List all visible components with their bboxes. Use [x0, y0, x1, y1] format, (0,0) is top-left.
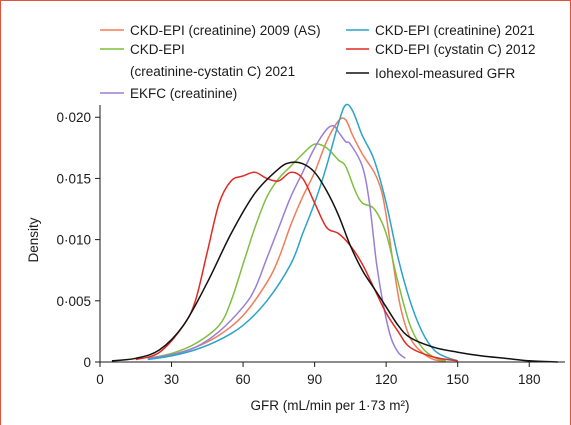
series-line-ckd-epi-creatinine-cystatin-2021 — [147, 143, 446, 362]
legend-label-ekfc-creatinine: EKFC (creatinine) — [130, 86, 237, 101]
x-tick-label: 30 — [164, 372, 179, 387]
x-axis-title: GFR (mL/min per 1·73 m²) — [250, 398, 409, 413]
y-axis-title: Density — [26, 217, 41, 262]
y-tick-label: 0 — [83, 355, 91, 370]
legend-label-ckd-epi-cystatin-2012: CKD-EPI (cystatin C) 2012 — [375, 42, 536, 57]
y-tick-label: 0·015 — [56, 171, 91, 186]
x-tick-label: 90 — [307, 372, 322, 387]
y-tick-label: 0·010 — [56, 233, 91, 248]
legend: CKD-EPI (creatinine) 2009 (AS) CKD-EPI (c… — [100, 23, 536, 101]
legend-label-ckd-epi-creatinine-2009: CKD-EPI (creatinine) 2009 (AS) — [130, 23, 321, 38]
series-line-iohexol-measured-gfr — [111, 161, 558, 363]
series-line-ckd-epi-creatinine-2021 — [147, 103, 458, 362]
x-ticks: 0 30 60 90 120 150 180 — [96, 362, 540, 387]
axes: 0 30 60 90 120 150 180 0 0·005 0·010 0·015 0·020 G… — [26, 105, 565, 413]
x-tick-label: 60 — [236, 372, 251, 387]
x-tick-label: 0 — [96, 372, 104, 387]
series-layer — [111, 103, 558, 363]
x-tick-label: 120 — [375, 372, 398, 387]
y-ticks: 0 0·005 0·010 0·015 0·020 — [56, 110, 100, 370]
x-tick-label: 150 — [446, 372, 469, 387]
series-line-ckd-epi-creatinine-2009 — [147, 117, 446, 362]
legend-label-ckd-epi-creatinine-2021: CKD-EPI (creatinine) 2021 — [375, 23, 535, 38]
series-line-ekfc-creatinine — [147, 124, 406, 360]
x-tick-label: 180 — [518, 372, 541, 387]
series-line-ckd-epi-cystatin-2012 — [135, 171, 458, 362]
legend-label-iohexol-measured-gfr: Iohexol-measured GFR — [375, 66, 516, 81]
y-tick-label: 0·020 — [56, 110, 91, 125]
y-tick-label: 0·005 — [56, 294, 91, 309]
legend-label-ckd-epi-creatinine-cystatin-2021: CKD-EPI (creatinine-cystatin C) 2021 — [130, 42, 295, 79]
